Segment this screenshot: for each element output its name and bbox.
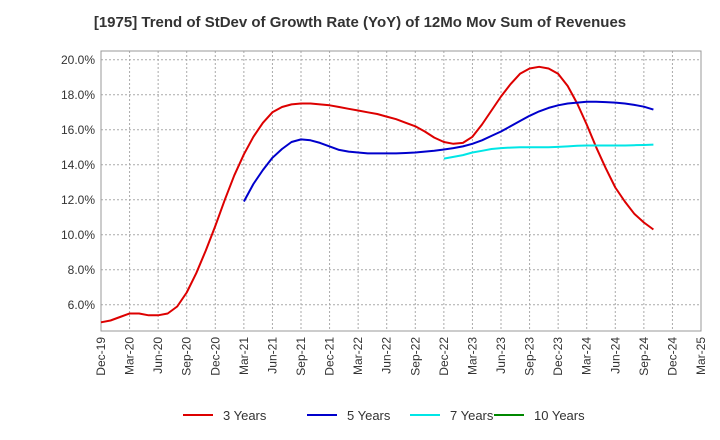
x-tick-label: Sep-23 [523,337,537,376]
x-tick-label: Mar-22 [351,337,365,375]
grid [101,51,701,331]
x-tick-label: Jun-22 [380,337,394,374]
y-tick-label: 12.0% [61,193,95,207]
x-tick-label: Jun-21 [265,337,279,374]
x-tick-label: Dec-24 [665,337,679,376]
legend-label: 10 Years [534,408,585,423]
y-tick-label: 6.0% [68,298,96,312]
x-tick-label: Mar-25 [694,337,708,375]
legend-label: 5 Years [347,408,391,423]
y-tick-label: 20.0% [61,53,95,67]
x-tick-label: Dec-19 [94,337,108,376]
x-tick-label: Dec-20 [208,337,222,376]
y-tick-label: 16.0% [61,123,95,137]
legend: 3 Years 5 Years 7 Years 10 Years [183,408,585,423]
x-tick-label: Sep-22 [408,337,422,376]
x-tick-label: Jun-23 [494,337,508,374]
y-tick-label: 14.0% [61,158,95,172]
x-tick-label: Sep-24 [637,337,651,376]
x-tick-label: Jun-24 [608,337,622,374]
x-tick-label: Mar-21 [237,337,251,375]
x-tick-label: Dec-23 [551,337,565,376]
x-tick-label: Mar-20 [123,337,137,375]
y-tick-label: 18.0% [61,88,95,102]
legend-label: 7 Years [450,408,494,423]
y-tick-label: 10.0% [61,228,95,242]
x-tick-label: Sep-21 [294,337,308,376]
series-line-7-years [443,143,654,160]
x-tick-label: Mar-24 [580,337,594,375]
series-line-3-years [100,65,654,324]
y-tick-label: 8.0% [68,263,96,277]
y-axis: 6.0% 8.0% 10.0% 12.0% 14.0% 16.0% 18.0% 20.0% [61,53,95,312]
x-tick-label: Dec-21 [323,337,337,376]
x-tick-label: Sep-20 [180,337,194,376]
plot-area [100,50,702,332]
chart-title: [1975] Trend of StDev of Growth Rate (Yo… [93,14,627,31]
x-tick-label: Jun-20 [151,337,165,374]
legend-label: 3 Years [223,408,267,423]
x-tick-label: Mar-23 [465,337,479,375]
series-line-5-years [243,100,654,202]
x-axis: Dec-19 Mar-20 Jun-20 Sep-20 Dec-20 Mar-21 Jun-… [94,337,708,376]
x-tick-label: Dec-22 [437,337,451,376]
series-group [100,65,654,324]
